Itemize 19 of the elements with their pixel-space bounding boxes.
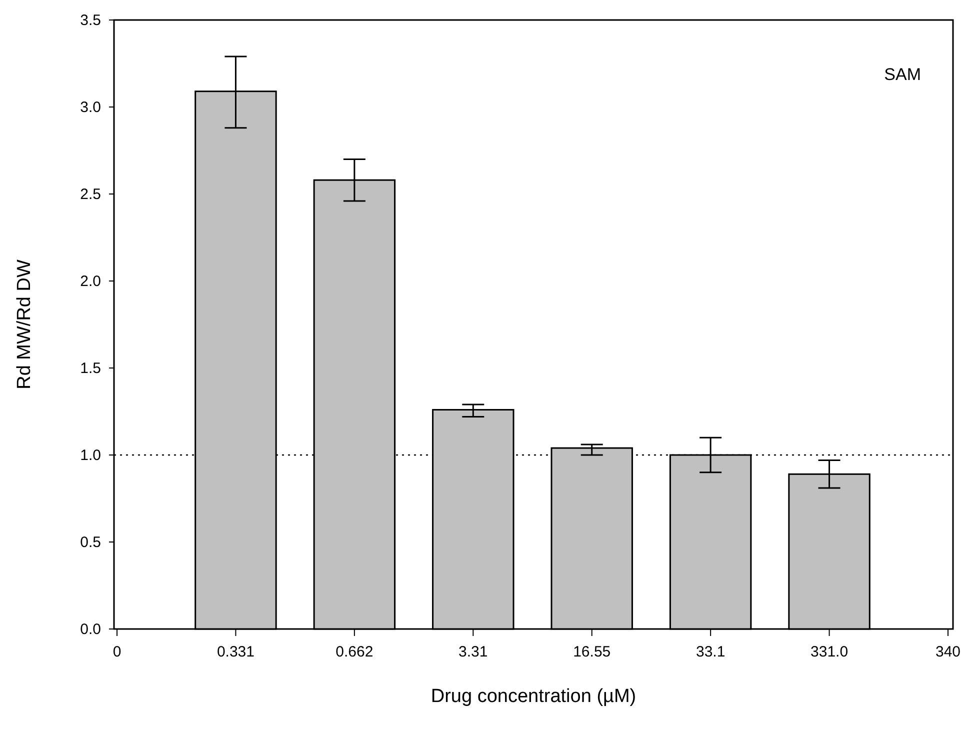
x-tick-label: 16.55 (573, 644, 611, 661)
y-tick-label: 2.0 (80, 272, 101, 290)
y-tick-label: 1.0 (80, 446, 101, 464)
y-tick-label: 3.5 (80, 12, 101, 29)
y-tick-label: 1.5 (80, 360, 101, 377)
x-axis-title: Drug concentration (µM) (430, 686, 636, 707)
x-tick-label: 0.662 (336, 644, 374, 661)
x-tick-label: 0.331 (216, 644, 254, 661)
x-tick-label: 33.1 (696, 644, 726, 661)
y-tick-label: 0.0 (80, 620, 101, 638)
y-tick-label: 2.5 (80, 186, 101, 203)
x-tick-label: 331.0 (810, 644, 848, 661)
x-tick-label: 3.31 (458, 644, 488, 661)
x-tick-label: 340 (935, 644, 961, 661)
y-axis-title: Rd MW/Rd DW (14, 260, 35, 390)
annotation: SAM (884, 65, 921, 84)
y-tick-label: 3.0 (80, 98, 101, 116)
y-tick-label: 0.5 (80, 534, 101, 551)
x-tick-label: 0 (112, 644, 122, 661)
